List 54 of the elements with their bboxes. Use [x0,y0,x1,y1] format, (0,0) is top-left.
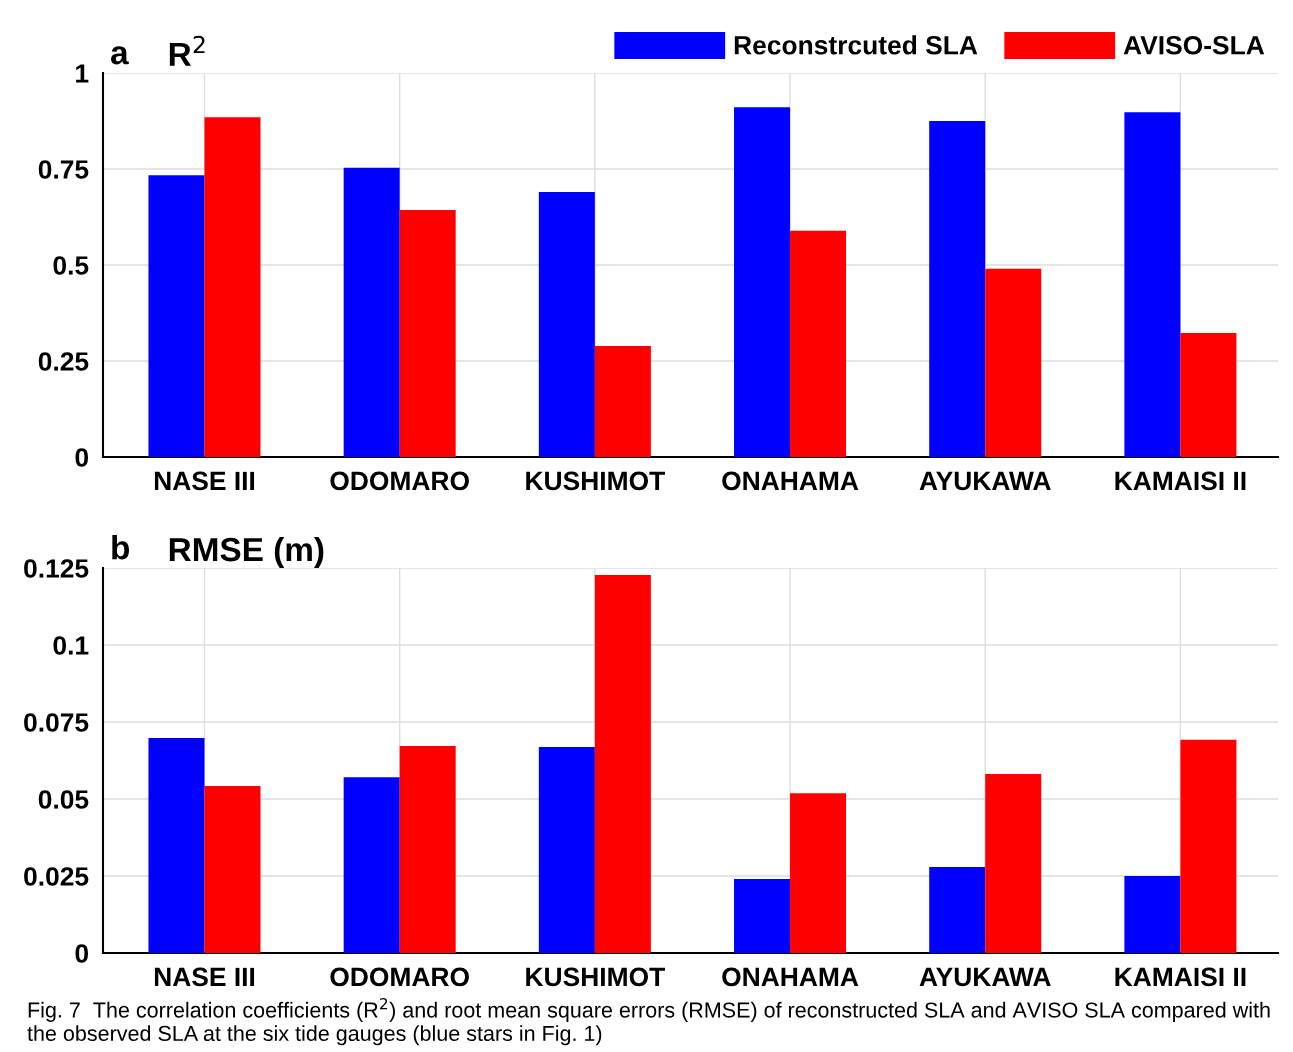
bar [929,867,986,953]
y-tick-label: 0.75 [38,160,89,179]
bar [790,793,847,953]
bar [734,107,791,457]
bar [1180,332,1237,457]
text: b [112,535,130,560]
x-tick-label: KUSHIMOT [526,471,665,491]
y-tick-label: 1 [76,64,89,83]
bar [204,117,261,457]
y-tick-label: 0.125 [24,559,89,578]
x-tick-label: ONAHAMA [722,967,859,987]
x-tick-label: AYUKAWA [919,471,1051,491]
bar [1180,739,1237,953]
y-tick-label: 0.1 [53,636,89,655]
y-tick-label: 0 [75,944,89,963]
bar [148,175,205,457]
bar [929,121,986,457]
caption: Fig. 7 The correlation coefficients (R$^{2}$) and root mean square errors (RMSE) of reconstructed SLA and AVISO SLA compared with the observed SLA at the six tide gauges (blue stars in Fig. 1) [27,998,1270,1046]
chart-title: RMSE (m) [169,536,324,568]
y-tick-label: 0.5 [53,256,89,275]
bar [399,746,456,953]
bar [985,268,1042,457]
y-tick-label: 0.05 [38,790,89,809]
x-tick-label: ODOMARO [330,967,469,987]
bar [1124,876,1181,953]
x-tick-label: ODOMARO [330,471,469,491]
legend-label: Reconstrcuted SLA [734,35,978,55]
y-tick-label: 0.025 [24,867,89,886]
x-tick-label: NASE III [154,967,255,987]
bar [538,746,595,953]
bar [1124,112,1181,457]
bar [343,167,400,457]
bar [204,786,261,953]
text: a [111,46,129,65]
bar [399,210,456,457]
x-tick-label: NASE III [154,471,255,491]
bar [594,575,651,953]
bar [790,230,847,457]
bar [148,738,205,953]
bar [343,777,400,953]
bar [734,879,791,953]
x-tick-label: KAMAISI II [1115,967,1246,987]
x-tick-label: KUSHIMOT [526,967,665,987]
x-tick-label: ONAHAMA [722,471,859,491]
legend-label: AVISO-SLA [1123,35,1265,55]
bar [538,192,595,457]
y-tick-label: 0.075 [24,713,89,732]
chart-title: R$^{2}$ [169,35,205,66]
y-tick-label: 0.25 [38,352,89,371]
x-tick-label: AYUKAWA [919,967,1051,987]
y-tick-label: 0 [75,448,89,467]
x-tick-label: KAMAISI II [1115,471,1246,491]
bar [985,774,1042,953]
bar [594,346,651,457]
